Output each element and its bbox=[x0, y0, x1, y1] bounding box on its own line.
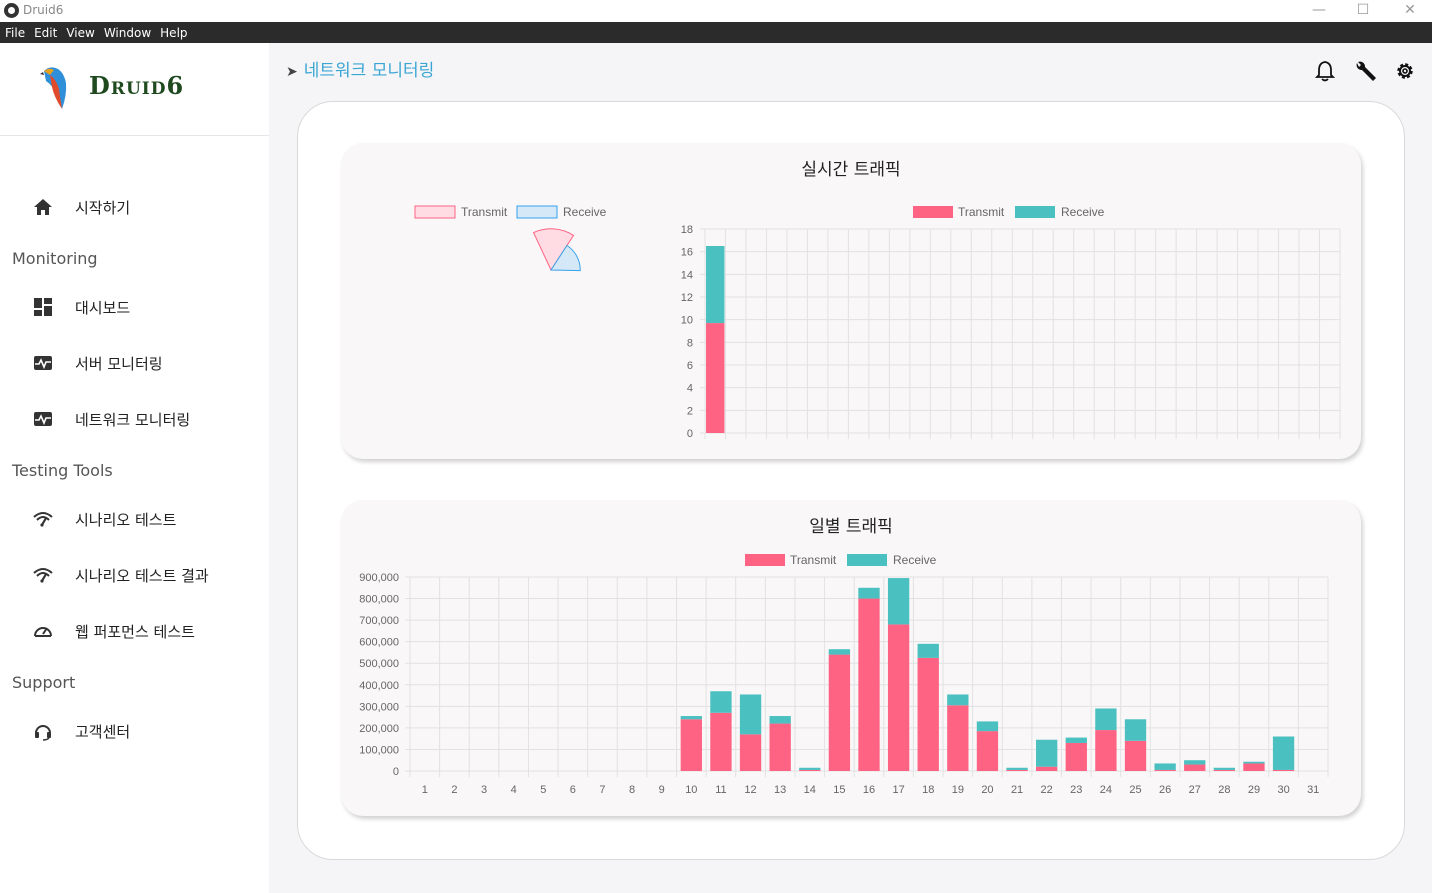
sidebar-item-dashboard[interactable]: 대시보드 bbox=[0, 287, 269, 327]
maximize-button[interactable]: ☐ bbox=[1356, 2, 1370, 18]
arrow-icon: ➤ bbox=[286, 64, 298, 80]
close-button[interactable]: ✕ bbox=[1404, 2, 1416, 18]
sidebar-item-label: 네트워크 모니터링 bbox=[75, 411, 191, 429]
sidebar-item-customer-center[interactable]: 고객센터 bbox=[0, 711, 269, 751]
section-monitoring: Monitoring bbox=[12, 249, 98, 268]
bell-icon[interactable] bbox=[1315, 60, 1335, 82]
sidebar-item-network-monitoring[interactable]: 네트워크 모니터링 bbox=[0, 399, 269, 439]
daily-traffic-card: 일별 트래픽 bbox=[341, 500, 1361, 816]
gear-icon[interactable] bbox=[1394, 60, 1416, 82]
sidebar-item-web-performance-test[interactable]: 웹 퍼포먼스 테스트 bbox=[0, 611, 269, 651]
menu-window[interactable]: Window bbox=[103, 26, 152, 40]
section-testing-tools: Testing Tools bbox=[12, 461, 113, 480]
gauge-icon bbox=[34, 627, 52, 637]
title-bar: Druid6 — ☐ ✕ bbox=[0, 0, 1432, 22]
logo[interactable]: Druid6 bbox=[0, 43, 269, 136]
wifi-icon bbox=[33, 512, 53, 527]
sidebar-item-label: 웹 퍼포먼스 테스트 bbox=[75, 623, 195, 641]
sidebar-item-start[interactable]: 시작하기 bbox=[0, 187, 269, 227]
breadcrumb: ➤ 네트워크 모니터링 bbox=[286, 56, 434, 81]
minimize-button[interactable]: — bbox=[1312, 2, 1326, 18]
wifi-icon bbox=[33, 568, 53, 583]
pulse-icon bbox=[34, 412, 52, 426]
parrot-logo-icon bbox=[40, 67, 67, 109]
app-icon bbox=[4, 3, 19, 18]
menu-view[interactable]: View bbox=[66, 26, 95, 40]
headset-icon bbox=[35, 725, 51, 741]
sidebar-item-label: 시나리오 테스트 결과 bbox=[75, 567, 209, 585]
sidebar-item-scenario-test-result[interactable]: 시나리오 테스트 결과 bbox=[0, 555, 269, 595]
page-title: 네트워크 모니터링 bbox=[303, 61, 435, 81]
menu-bar: File Edit View Window Help bbox=[0, 22, 1432, 43]
dashboard-icon bbox=[34, 298, 52, 316]
menu-edit[interactable]: Edit bbox=[34, 26, 58, 40]
realtime-traffic-card: 실시간 트래픽 bbox=[341, 143, 1361, 459]
sidebar-item-label: 고객센터 bbox=[75, 723, 131, 741]
menu-help[interactable]: Help bbox=[160, 26, 188, 40]
section-support: Support bbox=[12, 673, 76, 692]
daily-traffic-title: 일별 트래픽 bbox=[809, 517, 893, 537]
wrench-icon[interactable] bbox=[1353, 60, 1377, 82]
realtime-traffic-title: 실시간 트래픽 bbox=[801, 160, 901, 180]
sidebar-item-server-monitoring[interactable]: 서버 모니터링 bbox=[0, 343, 269, 383]
home-icon bbox=[34, 199, 52, 215]
logo-text: Druid6 bbox=[89, 71, 185, 100]
sidebar-item-label: 시나리오 테스트 bbox=[75, 511, 177, 529]
menu-file[interactable]: File bbox=[5, 26, 26, 40]
pulse-icon bbox=[34, 356, 52, 370]
sidebar-item-label: 대시보드 bbox=[75, 299, 131, 317]
sidebar-item-label: 서버 모니터링 bbox=[75, 355, 163, 373]
sidebar: Druid6 시작하기 Monitoring 대시보드 서버 모니터링 네트워크… bbox=[0, 43, 269, 893]
sidebar-item-scenario-test[interactable]: 시나리오 테스트 bbox=[0, 499, 269, 539]
sidebar-item-label: 시작하기 bbox=[75, 199, 131, 217]
window-title: Druid6 bbox=[23, 3, 64, 17]
